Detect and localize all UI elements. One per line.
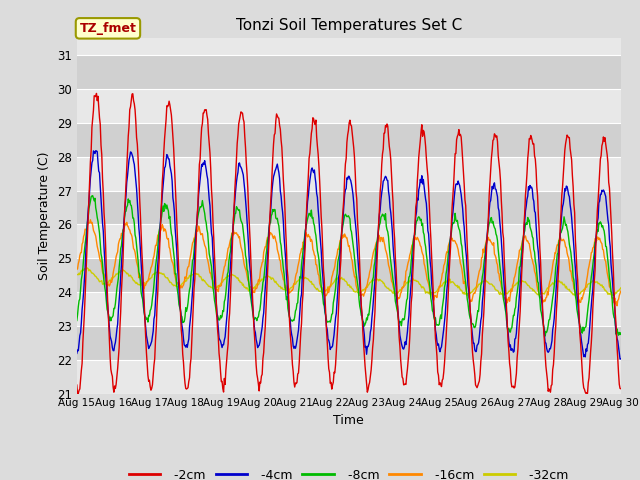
Bar — [77, 55, 621, 89]
Bar — [77, 292, 621, 326]
Bar — [77, 38, 621, 55]
Bar — [77, 191, 621, 225]
X-axis label: Time: Time — [333, 414, 364, 427]
Bar — [77, 225, 621, 258]
Legend:  -2cm,  -4cm,  -8cm,  -16cm,  -32cm: -2cm, -4cm, -8cm, -16cm, -32cm — [124, 464, 573, 480]
Bar — [77, 360, 621, 394]
Title: Tonzi Soil Temperatures Set C: Tonzi Soil Temperatures Set C — [236, 18, 462, 33]
Bar — [77, 157, 621, 191]
Text: TZ_fmet: TZ_fmet — [79, 22, 136, 35]
Bar — [77, 89, 621, 123]
Y-axis label: Soil Temperature (C): Soil Temperature (C) — [38, 152, 51, 280]
Bar — [77, 326, 621, 360]
Bar — [77, 123, 621, 157]
Bar — [77, 258, 621, 292]
